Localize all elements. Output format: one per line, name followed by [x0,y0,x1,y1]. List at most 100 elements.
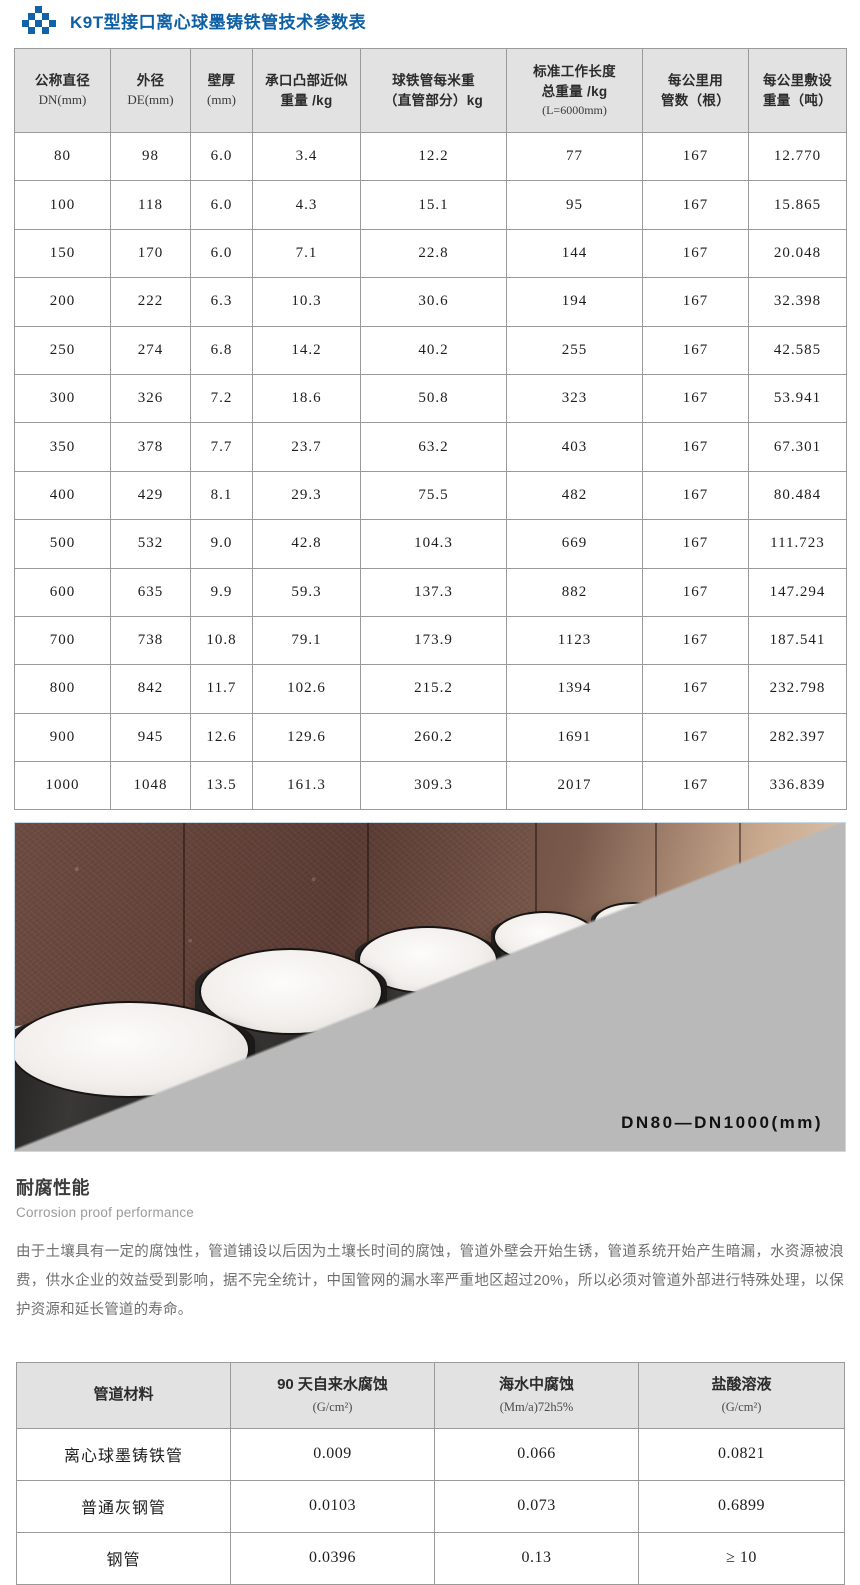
spec-cell: 63.2 [360,422,507,472]
caption-corner-overlay [15,823,845,1152]
spec-cell: 167 [642,664,749,714]
corrosion-title-cn: 耐腐性能 [16,1178,90,1199]
spec-cell: 194 [506,277,643,327]
spec-cell: 7.2 [190,373,253,424]
spec-cell: 144 [506,228,643,279]
corrosion-material-cell: 钢管 [16,1531,231,1585]
corrosion-value-cell: 0.0821 [638,1427,845,1481]
spec-cell: 532 [110,519,191,569]
corrosion-table-container: 管道材料 90 天自来水腐蚀 (G/cm²) 海水中腐蚀 (Mm/a)72h5%… [0,1340,860,1585]
corr-col-material-main: 管道材料 [93,1386,154,1404]
spec-cell: 173.9 [360,615,507,666]
table-row: 250 274 6.8 14.2 40.2 255 167 42.585 [14,325,847,375]
spec-cell: 42.585 [748,325,847,375]
spec-cell: 1691 [506,712,643,763]
corrosion-compare-table: 管道材料 90 天自来水腐蚀 (G/cm²) 海水中腐蚀 (Mm/a)72h5%… [16,1361,845,1585]
spec-table-head: 公称直径 DN(mm) 外径 DE(mm) 壁厚 (mm) 承口凸部近似 重量 … [14,48,847,133]
spec-cell: 300 [14,373,111,424]
spec-cell: 1048 [110,761,191,811]
spec-cell: 167 [642,277,749,327]
table-row: 900 945 12.6 129.6 260.2 1691 167 282.397 [14,712,847,763]
spec-cell: 600 [14,567,111,617]
spec-cell: 350 [14,422,111,472]
spec-cell: 11.7 [190,664,253,714]
spec-cell: 167 [642,519,749,569]
table-row: 普通灰钢管 0.0103 0.073 0.6899 [16,1479,845,1533]
spec-cell: 10.3 [252,277,361,327]
spec-cell: 67.301 [748,422,847,472]
spec-cell: 147.294 [748,567,847,617]
spec-cell: 274 [110,325,191,375]
spec-cell: 29.3 [252,470,361,521]
corr-col-seawater-sub: (Mm/a)72h5% [499,1399,574,1414]
spec-col-weight-per-meter: 球铁管每米重 （直管部分）kg [360,48,507,133]
spec-cell: 403 [506,422,643,472]
spec-col-weight-per-km: 每公里敷设 重量（吨） [748,48,847,133]
spec-cell: 6.8 [190,325,253,375]
spec-cell: 7.1 [252,228,361,279]
table-row: 200 222 6.3 10.3 30.6 194 167 32.398 [14,277,847,327]
spec-cell: 15.1 [360,180,507,230]
table-row: 钢管 0.0396 0.13 ≥ 10 [16,1531,845,1585]
spec-cell: 429 [110,470,191,521]
spec-cell: 167 [642,180,749,230]
table-row: 500 532 9.0 42.8 104.3 669 167 111.723 [14,519,847,569]
spec-cell: 102.6 [252,664,361,714]
spec-cell: 900 [14,712,111,763]
spec-cell: 80 [14,131,111,182]
spec-col-total-weight-sub2: (L=6000mm) [542,103,607,118]
corrosion-paragraph: 由于土壤具有一定的腐蚀性，管道铺设以后因为土壤长时间的腐蚀，管道外壁会开始生锈，… [16,1244,844,1319]
corrosion-table-head: 管道材料 90 天自来水腐蚀 (G/cm²) 海水中腐蚀 (Mm/a)72h5%… [16,1361,845,1429]
spec-cell: 53.941 [748,373,847,424]
spec-col-dn: 公称直径 DN(mm) [14,48,111,133]
spec-cell: 80.484 [748,470,847,521]
corr-col-hcl-sub: (G/cm²) [721,1399,762,1414]
spec-col-weight-per-meter-main: 球铁管每米重 [392,72,475,88]
spec-cell: 150 [14,228,111,279]
spec-col-socket-weight: 承口凸部近似 重量 /kg [252,48,361,133]
corrosion-title-en: Corrosion proof performance [16,1205,194,1221]
spec-cell: 8.1 [190,470,253,521]
spec-cell: 326 [110,373,191,424]
spec-cell: 260.2 [360,712,507,763]
spec-cell: 167 [642,615,749,666]
spec-cell: 167 [642,470,749,521]
table-row: 350 378 7.7 23.7 63.2 403 167 67.301 [14,422,847,472]
spec-cell: 30.6 [360,277,507,327]
spec-cell: 215.2 [360,664,507,714]
spec-cell: 6.3 [190,277,253,327]
table-row: 800 842 11.7 102.6 215.2 1394 167 232.798 [14,664,847,714]
spec-cell: 6.0 [190,228,253,279]
spec-cell: 222 [110,277,191,327]
corrosion-material-cell: 普通灰钢管 [16,1479,231,1533]
spec-col-thickness-main: 壁厚 [207,73,236,89]
spec-cell: 129.6 [252,712,361,763]
corrosion-value-cell: ≥ 10 [638,1531,845,1585]
spec-cell: 6.0 [190,180,253,230]
table-row: 400 429 8.1 29.3 75.5 482 167 80.484 [14,470,847,521]
spec-cell: 50.8 [360,373,507,424]
spec-col-weight-per-km-sub: 重量（吨） [763,92,832,108]
spec-cell: 323 [506,373,643,424]
corrosion-value-cell: 0.6899 [638,1479,845,1533]
spec-col-weight-per-km-main: 每公里敷设 [763,72,832,88]
spec-cell: 167 [642,373,749,424]
corr-col-tapwater-sub: (G/cm²) [312,1399,353,1414]
spec-cell: 75.5 [360,470,507,521]
spec-cell: 95 [506,180,643,230]
spec-cell: 882 [506,567,643,617]
spec-cell: 1394 [506,664,643,714]
table-row: 700 738 10.8 79.1 173.9 1123 167 187.541 [14,615,847,666]
spec-header-row: 公称直径 DN(mm) 外径 DE(mm) 壁厚 (mm) 承口凸部近似 重量 … [14,48,847,133]
spec-cell: 111.723 [748,519,847,569]
spec-cell: 161.3 [252,761,361,811]
spec-cell: 6.0 [190,131,253,182]
photo-caption: DN80—DN1000(mm) [621,1113,823,1133]
spec-cell: 12.2 [360,131,507,182]
photo-background [15,823,845,1152]
spec-cell: 255 [506,325,643,375]
corrosion-section: 耐腐性能 Corrosion proof performance 由于土壤具有一… [0,1152,860,1325]
spec-cell: 232.798 [748,664,847,714]
spec-cell: 738 [110,615,191,666]
spec-cell: 13.5 [190,761,253,811]
